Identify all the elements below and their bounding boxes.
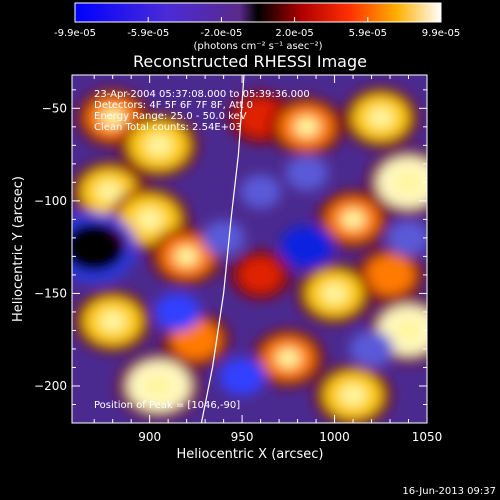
intensity-map [72,86,427,423]
intensity-blob [240,174,281,209]
intensity-blob-core [321,282,348,304]
plot-frame [71,74,428,424]
intensity-blob [349,330,394,368]
intensity-blob-core [394,170,423,195]
footer-timestamp: 16-Jun-2013 09:37 [402,486,496,497]
intensity-blob-core [100,107,125,128]
detectors-label: Detectors: 4F 5F 6F 7F 8F, Att 0 [94,100,253,111]
colorbar-ticks: -9.9e-05 -5.9e-05 -2.0e-05 2.0e-05 5.9e-05 9.… [54,17,460,39]
time-range-label: 23-Apr-2004 05:37:08.000 to 05:39:36.000 [94,89,310,100]
colorbar-tick-label: -2.0e-05 [200,28,242,39]
x-tick-label: 1000 [319,430,350,444]
chart-title: Reconstructed RHESSI Image [133,52,367,71]
algorithm-label: Clean Total counts: 2.54E+03 [94,122,242,133]
intensity-blob [219,357,266,396]
y-tick-label: −100 [34,194,67,208]
y-tick-label: −200 [34,379,67,393]
intensity-blob-core [339,384,367,406]
intensity-blob-ring [72,212,137,282]
intensity-blob-core [367,107,394,129]
intensity-blob [285,155,329,191]
colorbar [74,2,442,23]
intensity-blob [365,254,415,296]
intensity-blob-core [341,209,366,230]
y-tick-label: −150 [34,286,67,300]
intensity-blob-core [294,116,320,137]
intensity-blob [280,225,334,269]
x-tick-label: 950 [231,430,254,444]
intensity-blob [154,292,201,331]
colorbar-tick-label: 5.9e-05 [349,28,387,39]
y-tick-label: −50 [42,101,67,115]
colorbar-unit-label: (photons cm⁻² s⁻¹ asec⁻²) [193,41,322,52]
colorbar-tick-label: 9.9e-05 [422,28,460,39]
y-axis-label: Heliocentric Y (arcsec) [11,176,26,322]
x-axis-label: Heliocentric X (arcsec) [177,447,324,462]
intensity-blob [202,220,245,256]
intensity-blob-core [96,181,122,203]
energy-range-label: Energy Range: 25.0 - 50.0 keV [94,111,247,122]
intensity-blob [387,220,427,256]
intensity-blob-core [276,348,301,369]
colorbar-tick-label: -9.9e-05 [54,28,96,39]
intensity-blob-core [174,246,199,267]
intensity-blob [72,222,125,272]
axes-ticks: 900 950 1000 1050 −50 −100 −150 −200 [34,75,442,444]
intensity-blob-core [394,319,423,342]
intensity-blob-core [144,374,174,398]
solar-limb-curve [200,75,245,423]
intensity-blob-core [136,208,164,231]
intensity-blob-core [145,134,173,157]
colorbar-tick-label: 2.0e-05 [275,28,313,39]
colorbar-tick-label: -5.9e-05 [127,28,169,39]
x-tick-label: 1050 [412,430,443,444]
x-tick-label: 900 [138,430,161,444]
intensity-blob-core [99,310,126,332]
intensity-blob [239,257,282,293]
peak-position-label: Position of Peak = [1046,-90] [94,400,240,411]
